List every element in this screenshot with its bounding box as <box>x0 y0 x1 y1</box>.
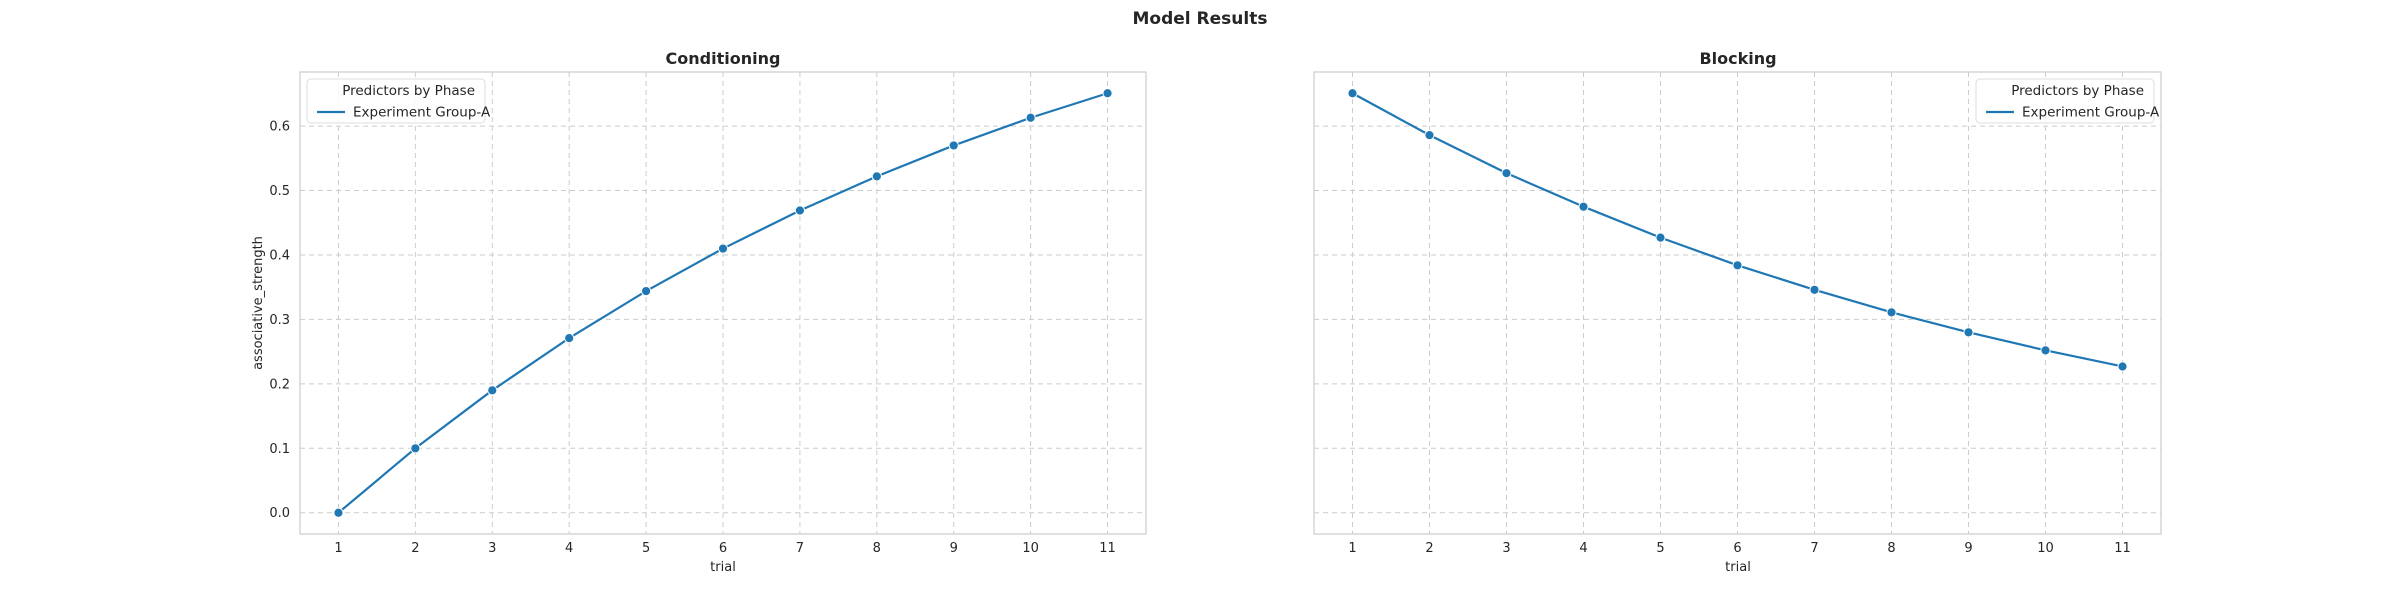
legend-box <box>306 78 486 124</box>
x-tick-label: 2 <box>1425 541 1433 556</box>
data-point <box>1025 112 1036 123</box>
data-point <box>2117 361 2128 372</box>
x-tick-label: 8 <box>873 541 881 556</box>
data-point <box>1655 232 1666 243</box>
x-tick-label: 3 <box>1502 541 1510 556</box>
legend: Predictors by Phase Experiment Group-A <box>1975 78 2160 124</box>
x-tick-label: 11 <box>2114 541 2131 556</box>
data-point <box>1347 88 1358 99</box>
y-tick-label: 0.0 <box>269 506 290 521</box>
x-tick-label: 9 <box>950 541 958 556</box>
x-tick-label: 6 <box>1733 541 1741 556</box>
data-point <box>1102 88 1113 99</box>
plot-frame <box>1313 71 2162 535</box>
data-point <box>794 205 806 216</box>
data-point <box>1501 168 1512 179</box>
x-tick-label: 11 <box>1099 541 1116 556</box>
data-point <box>487 385 498 396</box>
x-tick-label: 1 <box>334 541 342 556</box>
x-tick-label: 4 <box>565 541 573 556</box>
figure-title: Model Results <box>1133 9 1268 29</box>
data-point <box>1886 307 1897 318</box>
chart-conditioning: Conditioning trial associative_strength … <box>251 49 1147 575</box>
data-point <box>1809 284 1820 295</box>
x-tick-label: 10 <box>1022 541 1039 556</box>
x-tick-label: 6 <box>719 541 727 556</box>
x-tick-label: 7 <box>796 541 804 556</box>
x-tick-label: 4 <box>1579 541 1587 556</box>
x-axis-label: trial <box>1725 560 1751 575</box>
x-tick-label: 3 <box>488 541 496 556</box>
x-axis-label: trial <box>710 560 736 575</box>
y-tick-label: 0.1 <box>269 442 290 457</box>
data-point <box>564 333 575 344</box>
x-tick-label: 5 <box>642 541 650 556</box>
y-axis-label: associative_strength <box>251 236 266 370</box>
y-tick-label: 0.2 <box>269 377 290 392</box>
x-tick-label: 2 <box>411 541 419 556</box>
plot-frame <box>299 71 1147 535</box>
y-tick-label: 0.3 <box>269 313 290 328</box>
legend-title: Predictors by Phase <box>342 83 475 99</box>
data-point <box>1963 327 1974 338</box>
y-tick-label: 0.6 <box>269 120 290 135</box>
legend-box <box>1975 78 2155 124</box>
y-tick-label: 0.5 <box>269 184 290 199</box>
legend-entry: Experiment Group-A <box>353 105 491 121</box>
x-tick-label: 8 <box>1887 541 1895 556</box>
data-point <box>2040 345 2051 356</box>
legend-title: Predictors by Phase <box>2011 83 2144 99</box>
data-point <box>410 443 421 454</box>
data-point <box>333 507 344 518</box>
x-tick-label: 7 <box>1810 541 1818 556</box>
x-tick-label: 9 <box>1964 541 1972 556</box>
data-point <box>640 285 652 297</box>
legend-entry: Experiment Group-A <box>2022 105 2160 121</box>
data-point <box>948 140 959 151</box>
chart-blocking: Blocking trial 1 2 3 4 5 6 7 8 9 10 11 Predictors b… <box>1313 49 2162 575</box>
chart-title: Blocking <box>1699 49 1776 68</box>
data-point <box>871 171 882 182</box>
x-tick-label: 10 <box>2037 541 2054 556</box>
data-point <box>1732 260 1743 271</box>
x-tick-label: 1 <box>1348 541 1356 556</box>
chart-title: Conditioning <box>666 49 781 68</box>
x-tick-label: 5 <box>1656 541 1664 556</box>
data-point <box>717 243 729 254</box>
y-tick-label: 0.4 <box>269 248 290 263</box>
data-point <box>1424 130 1435 141</box>
data-point <box>1578 201 1589 212</box>
legend: Predictors by Phase Experiment Group-A <box>306 78 491 124</box>
